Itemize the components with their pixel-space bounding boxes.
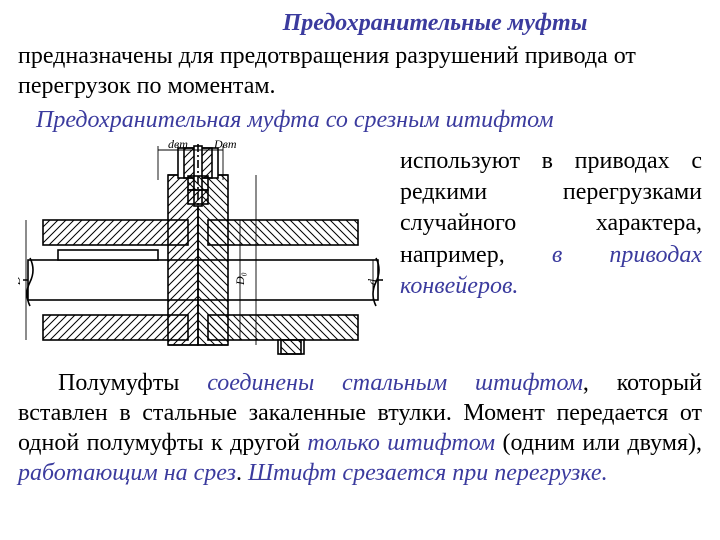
intro-paragraph: предназначены для предотвращения разруше… bbox=[18, 41, 702, 101]
body-paragraph: Полумуфты соединены стальным штифтом, ко… bbox=[18, 368, 702, 488]
document-page: Предохранительные муфты предназначены дл… bbox=[0, 0, 720, 488]
body-blue-4: Штифт срезается при перегрузке. bbox=[248, 460, 608, 486]
subtitle: Предохранительная муфта со срезным штифт… bbox=[36, 107, 702, 134]
svg-text:dвт: dвт bbox=[168, 140, 188, 151]
body-blue-1: соединены стальным штифтом bbox=[207, 370, 583, 396]
body-blue-3: работающим на срез bbox=[18, 460, 236, 486]
body-plain-3: (одним или двумя), bbox=[495, 430, 702, 456]
side-paragraph: используют в приводах с редкими перегруз… bbox=[400, 140, 702, 302]
body-plain-1: Полумуфты bbox=[58, 370, 207, 396]
coupling-diagram: D D₀ d Dвт dвт bbox=[18, 140, 388, 360]
svg-text:Dвт: Dвт bbox=[213, 140, 237, 151]
svg-text:D₀: D₀ bbox=[233, 272, 247, 286]
svg-text:d: d bbox=[365, 278, 379, 285]
figure-row: D D₀ d Dвт dвт используют в приводах с р… bbox=[18, 140, 702, 360]
page-title: Предохранительные муфты bbox=[168, 10, 702, 37]
body-plain-4: . bbox=[236, 460, 248, 486]
body-blue-2: только штифтом bbox=[307, 430, 495, 456]
svg-text:D: D bbox=[18, 276, 23, 286]
